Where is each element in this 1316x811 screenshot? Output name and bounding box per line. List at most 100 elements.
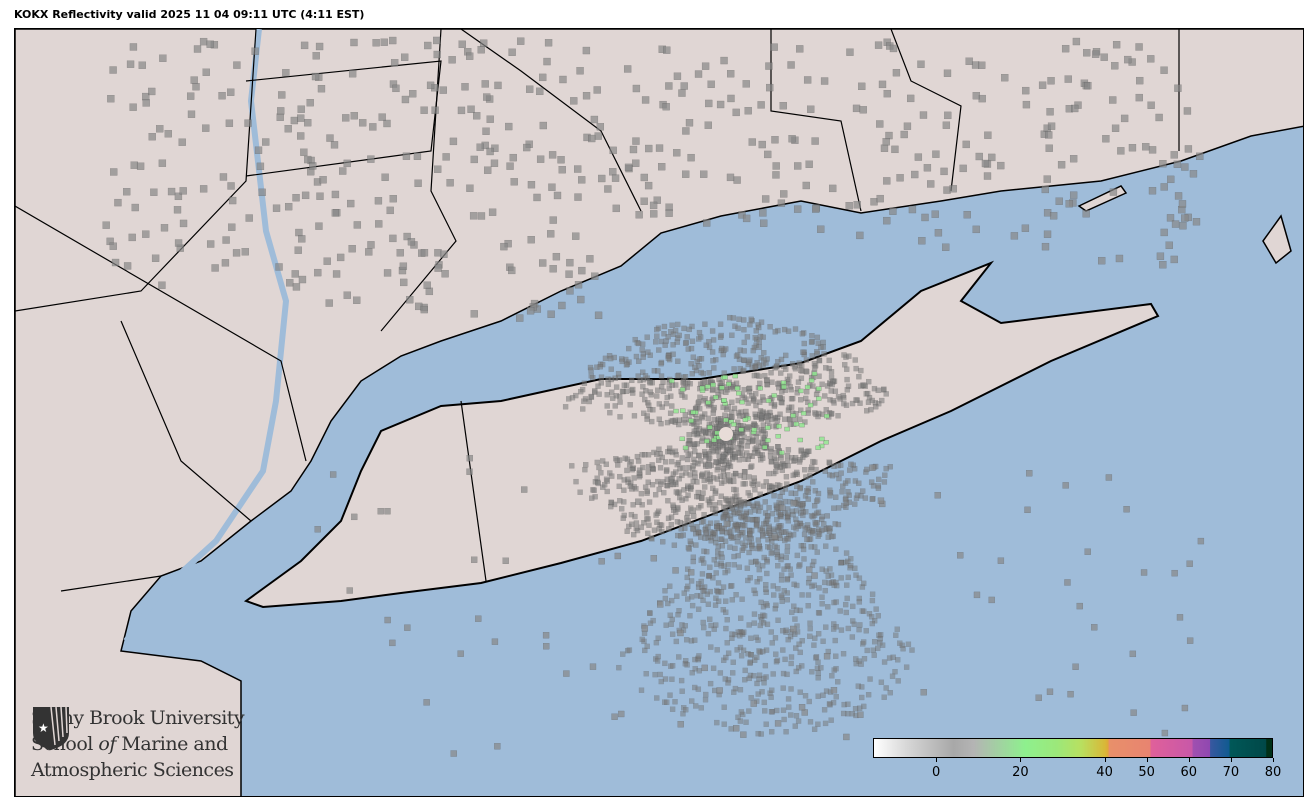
echo-cell xyxy=(602,355,609,362)
echo-cell xyxy=(685,483,691,489)
echo-cell xyxy=(838,560,844,566)
echo-cell xyxy=(1136,76,1144,85)
echo-cell xyxy=(488,208,497,216)
echo-cell xyxy=(245,214,253,222)
echo-cell xyxy=(706,338,712,345)
echo-cell xyxy=(777,394,783,401)
echo-cell xyxy=(348,245,356,253)
colorbar-tick-label: 40 xyxy=(1096,765,1113,780)
echo-cell xyxy=(1129,650,1137,658)
echo-cell xyxy=(173,206,182,214)
echo-cell xyxy=(129,103,137,111)
echo-cell xyxy=(381,173,389,181)
echo-cell xyxy=(109,242,117,250)
echo-cell xyxy=(793,668,799,675)
echo-cell xyxy=(988,153,996,162)
echo-cell xyxy=(595,383,601,389)
echo-cell xyxy=(843,609,849,616)
echo-cell xyxy=(624,528,630,534)
echo-cell xyxy=(628,511,635,518)
echo-cell xyxy=(617,473,623,480)
echo-cell xyxy=(726,529,733,535)
echo-cell xyxy=(869,496,875,502)
echo-cell xyxy=(672,327,679,334)
echo-cell xyxy=(774,516,780,523)
echo-cell xyxy=(852,357,858,363)
echo-cell xyxy=(811,371,818,376)
echo-cell xyxy=(107,95,115,103)
echo-cell xyxy=(739,452,746,458)
echo-cell xyxy=(653,639,660,646)
echo-cell xyxy=(701,512,707,518)
echo-cell xyxy=(323,257,331,265)
echo-cell xyxy=(940,167,948,176)
echo-cell xyxy=(331,209,340,217)
echo-cell xyxy=(526,307,535,315)
echo-cell xyxy=(840,651,847,657)
echo-cell xyxy=(727,544,733,550)
echo-cell xyxy=(801,531,808,538)
echo-cell xyxy=(717,670,724,676)
echo-cell xyxy=(479,39,488,47)
echo-cell xyxy=(763,721,769,727)
echo-cell xyxy=(864,466,870,473)
echo-cell xyxy=(174,239,183,247)
echo-cell xyxy=(772,365,778,371)
echo-cell xyxy=(178,138,186,146)
echo-cell xyxy=(619,358,625,365)
echo-cell xyxy=(730,659,736,665)
echo-cell xyxy=(837,608,843,614)
echo-cell xyxy=(433,36,441,45)
echo-cell xyxy=(909,647,915,653)
echo-cell xyxy=(605,381,612,387)
echo-cell xyxy=(222,236,230,244)
echo-cell xyxy=(656,347,662,353)
echo-cell xyxy=(644,516,650,522)
echo-cell xyxy=(654,326,660,333)
echo-cell xyxy=(670,502,676,508)
echo-cell xyxy=(845,558,851,565)
echo-cell xyxy=(814,349,820,355)
echo-cell xyxy=(693,542,699,548)
echo-cell xyxy=(743,719,749,725)
echo-cell xyxy=(678,677,685,684)
echo-cell xyxy=(802,526,808,532)
echo-cell xyxy=(763,674,769,680)
echo-cell xyxy=(612,204,620,213)
echo-cell xyxy=(294,246,302,254)
echo-cell xyxy=(1159,261,1167,269)
echo-cell xyxy=(833,471,839,478)
echo-cell xyxy=(719,345,725,352)
echo-cell xyxy=(609,146,617,155)
echo-cell xyxy=(761,427,767,433)
echo-cell xyxy=(658,361,664,367)
echo-cell xyxy=(778,523,784,529)
echo-cell xyxy=(875,387,881,394)
echo-cell xyxy=(779,489,786,495)
echo-cell xyxy=(835,462,841,469)
echo-cell xyxy=(905,641,912,647)
echo-cell xyxy=(796,45,804,53)
echo-cell xyxy=(730,315,737,321)
echo-cell xyxy=(747,322,753,328)
echo-cell xyxy=(756,373,762,379)
echo-cell xyxy=(481,80,489,88)
echo-cell xyxy=(710,337,717,343)
echo-cell xyxy=(856,626,862,633)
svg-text:★: ★ xyxy=(38,721,49,735)
echo-cell xyxy=(298,235,306,243)
echo-cell xyxy=(656,416,662,422)
echo-cell xyxy=(698,593,704,599)
echo-cell xyxy=(793,421,799,427)
echo-cell xyxy=(751,587,757,593)
echo-cell xyxy=(731,562,737,568)
echo-cell xyxy=(759,209,767,217)
echo-cell xyxy=(423,699,430,706)
echo-cell xyxy=(858,367,864,374)
echo-cell xyxy=(300,41,309,50)
echo-cell xyxy=(586,255,594,263)
echo-cell xyxy=(400,278,408,287)
echo-cell xyxy=(757,491,763,497)
echo-cell xyxy=(772,543,778,549)
echo-cell xyxy=(746,708,752,714)
